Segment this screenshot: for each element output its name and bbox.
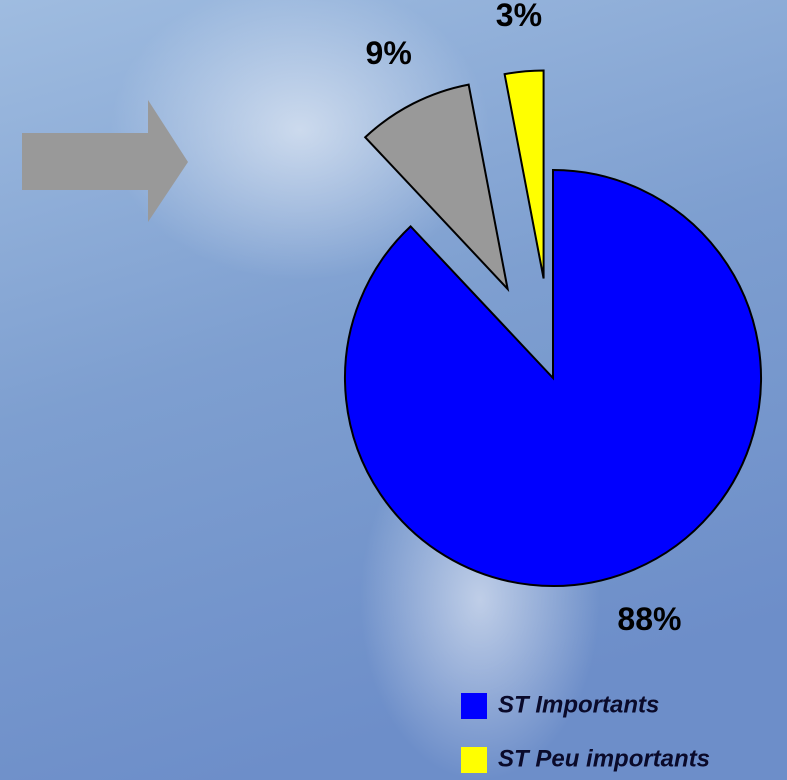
legend-label: ST Peu importants	[498, 745, 710, 772]
legend-swatch	[461, 747, 487, 773]
legend: ST Importants ST Peu importants	[461, 691, 710, 773]
arrow	[22, 100, 188, 222]
value-label: 88%	[617, 601, 681, 637]
value-label: 3%	[496, 0, 542, 33]
legend-label: ST Importants	[498, 691, 659, 718]
legend-swatch	[461, 693, 487, 719]
pie: 88% 9% 3%	[344, 0, 762, 637]
pie-slice	[344, 168, 762, 587]
pie-slice	[503, 69, 545, 279]
background-cloud	[110, 0, 490, 280]
value-label: 9%	[366, 35, 412, 71]
pie-slice	[363, 83, 510, 293]
